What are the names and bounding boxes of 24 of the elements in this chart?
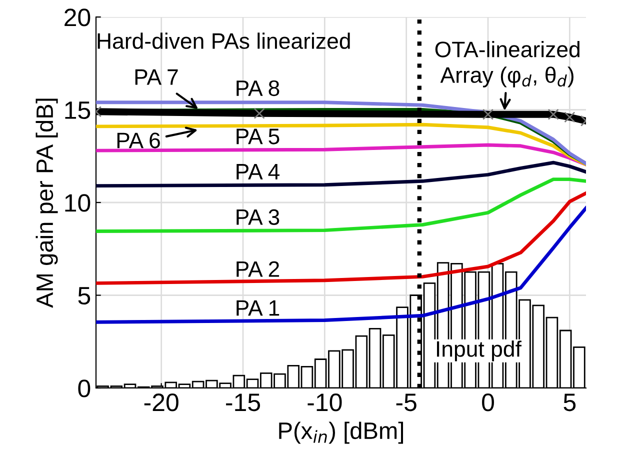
series-label: PA 5 — [236, 128, 280, 144]
x-tick-label: -15 — [226, 394, 260, 412]
y-tick-label: 10 — [65, 194, 90, 212]
series-label: PA 7 — [135, 69, 178, 85]
x-tick-label: -10 — [308, 394, 342, 412]
y-axis-title: AM gain per PA [dB] — [36, 98, 58, 308]
x-tick-label: 5 — [564, 394, 576, 412]
y-tick-label: 0 — [78, 380, 90, 398]
annotation: Input pdf — [437, 340, 522, 362]
y-tick-label: 5 — [78, 287, 90, 305]
x-tick-label: -20 — [144, 394, 178, 412]
series-label: PA 8 — [236, 80, 280, 96]
x-tick-label: -5 — [396, 394, 416, 412]
series-label: PA 4 — [236, 164, 280, 180]
annotation: OTA-linearized Array (φ$_{d}$, θ$_{d}$) — [435, 41, 580, 88]
annotation: Hard-diven PAs linearized — [98, 32, 350, 49]
y-tick-label: 15 — [65, 102, 90, 120]
series-label: PA 2 — [236, 261, 280, 277]
series-label: PA 6 — [117, 132, 160, 148]
x-axis-title: P(x$_{in}$) [dBm] — [279, 422, 404, 444]
series-label: PA 3 — [236, 209, 280, 226]
x-tick-label: 0 — [482, 394, 494, 412]
y-tick-label: 20 — [64, 8, 90, 26]
series-label: PA 1 — [236, 300, 280, 316]
